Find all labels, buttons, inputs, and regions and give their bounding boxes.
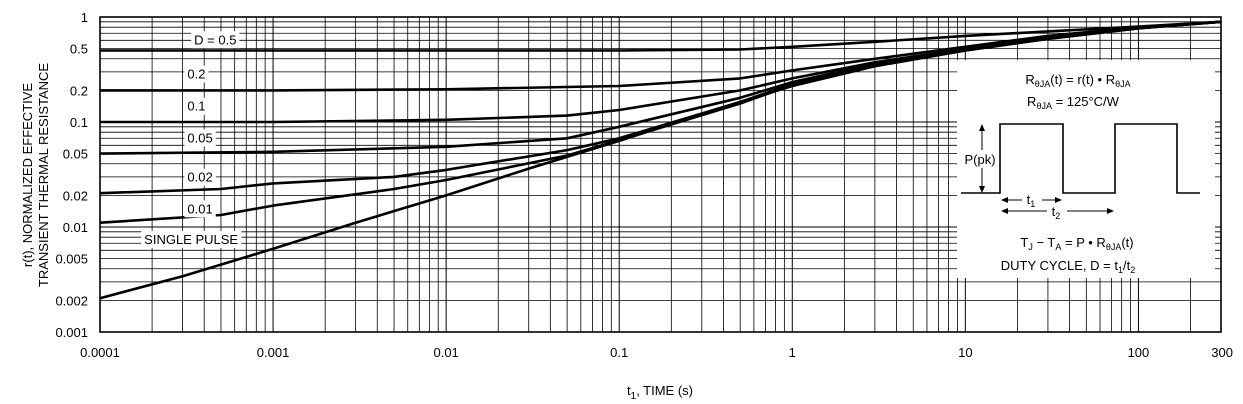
ppk-label: P(pk) [964, 152, 995, 167]
series-label-bg [184, 97, 209, 115]
ppk-arrow-up [979, 124, 985, 131]
x-tick-label: 0.0001 [80, 345, 120, 360]
y-tick-label: 0.002 [55, 293, 88, 308]
y-tick-label: 0.001 [55, 325, 88, 340]
y-tick-label: 0.01 [63, 220, 88, 235]
y-tick-label: 0.05 [63, 147, 88, 162]
series-label-bg [184, 200, 216, 218]
x-tick-labels: 0.0001 0.001 0.01 0.1 1 10 100 300 [80, 345, 1233, 360]
y-axis-title-line1: r(t), NORMALIZED EFFECTIVE [20, 83, 35, 268]
series-label-bg [184, 65, 209, 83]
x-tick-label: 0.001 [257, 345, 290, 360]
t1-label-bg [1022, 192, 1042, 206]
t2-label-bg [1047, 204, 1067, 218]
series-label: 0.01 [187, 201, 212, 216]
x-tick-label: 0.01 [433, 345, 458, 360]
series-label: 0.02 [187, 170, 212, 185]
x-tick-label: 10 [958, 345, 972, 360]
pulse-waveform [961, 123, 1200, 194]
series-line-6 [99, 20, 1222, 300]
x-tick-label: 300 [1211, 345, 1233, 360]
series-label: SINGLE PULSE [144, 232, 238, 247]
x-tick-label: 1 [789, 345, 796, 360]
series-label-bg [184, 129, 216, 147]
inset-equation-3: TJ − TA = P • RθJA(t) [1020, 235, 1133, 252]
series-labels: D = 0.5 0.2 0.1 0.05 0.02 0.01 SINGLE PULSE [141, 31, 242, 248]
series-label-bg [141, 230, 242, 248]
inset-equation-4: DUTY CYCLE, D = t1/t2 [1001, 258, 1135, 275]
series-line-0 [100, 20, 1222, 52]
series-curves [99, 20, 1222, 300]
y-tick-label: 0.5 [70, 42, 88, 57]
y-tick-label: 0.1 [70, 115, 88, 130]
series-label: 0.1 [187, 99, 205, 114]
ppk-label-bg [963, 150, 997, 168]
t2-arrow-right [1107, 208, 1114, 214]
y-tick-label: 0.005 [55, 252, 88, 267]
ppk-arrow-down [979, 186, 985, 193]
t1-arrow-right [1055, 197, 1062, 203]
series-label: 0.05 [187, 130, 212, 145]
inset-equation-1: RθJA(t) = r(t) • RθJA [1025, 72, 1130, 89]
y-tick-label: 1 [81, 10, 88, 25]
x-axis-title: t1, TIME (s) [627, 383, 693, 402]
t1-arrow-left [1001, 197, 1008, 203]
grid-lines [100, 17, 1222, 332]
y-tick-label: 0.2 [70, 83, 88, 98]
t2-label: t2 [1052, 204, 1061, 221]
inset-box: RθJA(t) = r(t) • RθJA RθJA = 125°C/W P(p… [957, 60, 1215, 278]
t1-label: t1 [1027, 192, 1036, 209]
y-axis-title: r(t), NORMALIZED EFFECTIVE TRANSIENT THE… [20, 63, 51, 287]
x-tick-label: 0.1 [610, 345, 628, 360]
y-axis-title-line2: TRANSIENT THERMAL RESISTANCE [36, 63, 51, 287]
y-tick-label: 0.02 [63, 188, 88, 203]
t2-arrow-left [1001, 208, 1008, 214]
series-label: 0.2 [187, 66, 205, 81]
series-label: D = 0.5 [194, 32, 236, 47]
series-label-bg [191, 31, 240, 49]
plot-border [99, 16, 1222, 333]
x-tick-label: 100 [1128, 345, 1150, 360]
y-tick-labels: 1 0.5 0.2 0.1 0.05 0.02 0.01 0.005 0.002 0.001 [55, 10, 88, 340]
inset-equation-2: RθJA = 125°C/W [1027, 94, 1120, 111]
series-label-bg [184, 168, 216, 186]
